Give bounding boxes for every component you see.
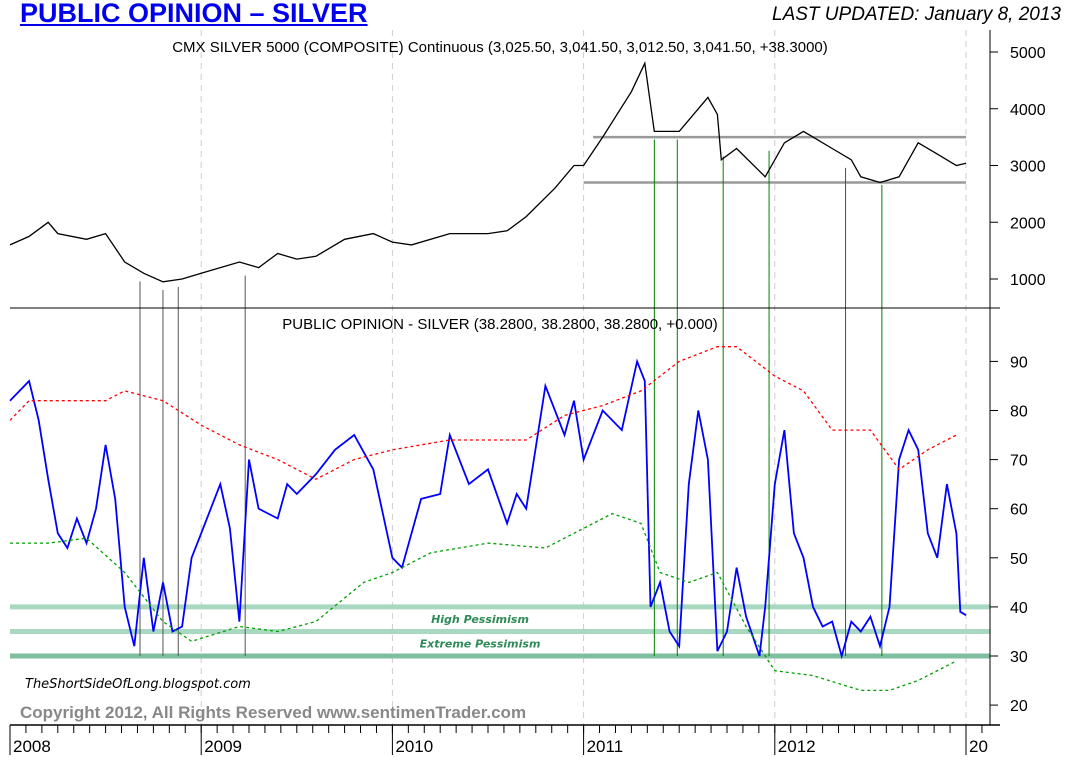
y-tick-label: 20	[1010, 698, 1028, 715]
lower-band-line	[10, 512, 957, 692]
y-tick-label: 4000	[1010, 102, 1046, 119]
y-tick-label: 60	[1010, 502, 1028, 519]
price-panel-title: CMX SILVER 5000 (COMPOSITE) Continuous (…	[172, 39, 828, 56]
public-opinion-line	[9, 358, 967, 660]
page-title[interactable]: PUBLIC OPINION – SILVER	[20, 0, 368, 28]
upper-band-line	[9, 346, 957, 480]
y-tick-label: 2000	[1010, 215, 1046, 232]
y-tick-label: 30	[1010, 649, 1028, 666]
y-tick-label: 5000	[1010, 45, 1046, 62]
y-tick-label: 90	[1010, 354, 1028, 371]
y-tick-label: 3000	[1010, 159, 1046, 176]
x-tick-label: 2008	[13, 737, 51, 756]
x-tick-label: 2012	[778, 737, 816, 756]
x-tick-label: 2010	[395, 737, 433, 756]
zone-label: Extreme Pessimism	[420, 638, 541, 651]
last-updated: LAST UPDATED: January 8, 2013	[772, 4, 1061, 25]
blog-watermark: TheShortSideOfLong.blogspot.com	[25, 677, 251, 692]
opinion-panel-title: PUBLIC OPINION - SILVER (38.2800, 38.280…	[282, 316, 717, 333]
y-tick-label: 50	[1010, 551, 1028, 568]
x-tick-label: 2011	[587, 737, 624, 756]
silver-price-line	[9, 61, 967, 283]
x-tick-label: 20	[969, 737, 988, 756]
y-tick-label: 40	[1010, 600, 1028, 617]
zone-label: High Pessimism	[431, 613, 529, 626]
y-tick-label: 80	[1010, 404, 1028, 421]
y-tick-label: 1000	[1010, 272, 1046, 289]
x-tick-label: 2009	[204, 737, 242, 756]
y-tick-label: 70	[1010, 453, 1028, 470]
copyright-watermark: Copyright 2012, All Rights Reserved www.…	[20, 703, 526, 722]
